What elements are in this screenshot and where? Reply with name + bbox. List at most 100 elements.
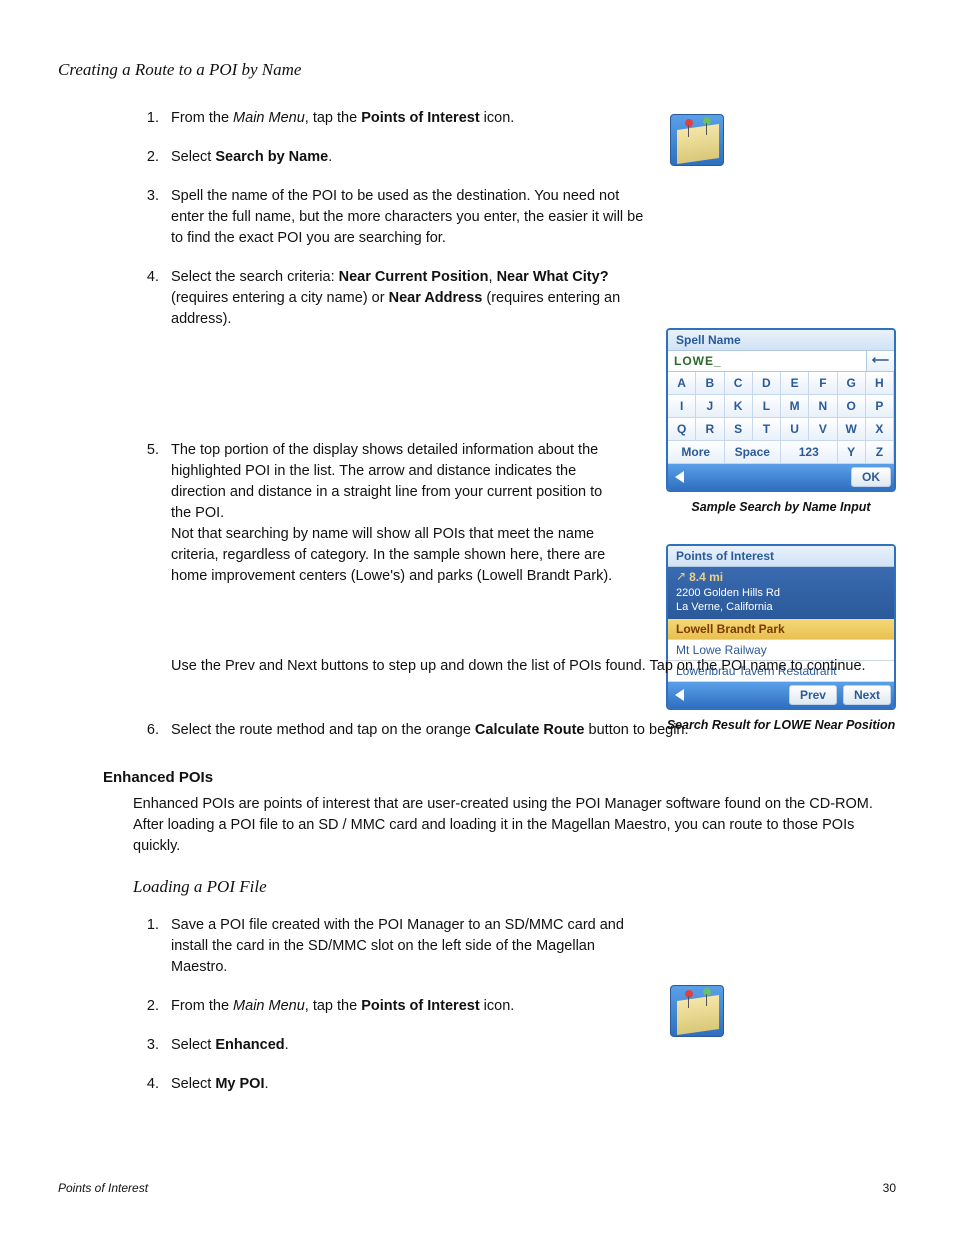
- enhanced-text: Enhanced: [215, 1037, 284, 1053]
- key-w[interactable]: W: [838, 418, 866, 441]
- calculate-route-text: Calculate Route: [475, 722, 585, 738]
- prev-button[interactable]: Prev: [789, 685, 837, 705]
- text: Select the search criteria:: [171, 269, 339, 285]
- step-1: From the Main Menu, tap the Points of In…: [163, 108, 646, 129]
- text: button to begin.: [585, 722, 689, 738]
- right-column-3: [666, 915, 896, 1113]
- poi-text: Points of Interest: [361, 998, 479, 1014]
- keyboard-input-row: LOWE_ ⟵: [668, 351, 894, 372]
- step-b3: Select Enhanced.: [163, 1035, 646, 1056]
- key-c[interactable]: C: [725, 372, 753, 395]
- step-5-continuation: Use the Prev and Next buttons to step up…: [171, 656, 896, 677]
- poi-icon: [670, 114, 724, 166]
- step-6-block: Select the route method and tap on the o…: [58, 720, 896, 759]
- key-a[interactable]: A: [668, 372, 696, 395]
- near-address-text: Near Address: [389, 290, 483, 306]
- keyboard-row-2: I J K L M N O P: [668, 395, 894, 418]
- keyboard-row-4: More Space 123 Y Z: [668, 441, 894, 464]
- step-b1: Save a POI file created with the POI Man…: [163, 915, 646, 978]
- key-t[interactable]: T: [753, 418, 781, 441]
- keyboard-bottom-bar: OK: [668, 464, 894, 490]
- text: Select: [171, 1076, 215, 1092]
- keyboard-row-1: A B C D E F G H: [668, 372, 894, 395]
- backspace-button[interactable]: ⟵: [866, 351, 894, 371]
- key-q[interactable]: Q: [668, 418, 696, 441]
- key-p[interactable]: P: [866, 395, 894, 418]
- enhanced-section: Enhanced POIs Enhanced POIs are points o…: [58, 759, 896, 1113]
- direction-arrow-icon: [676, 571, 686, 581]
- results-widget: Points of Interest 8.4 mi 2200 Golden Hi…: [666, 544, 896, 710]
- key-u[interactable]: U: [781, 418, 809, 441]
- text: .: [285, 1037, 289, 1053]
- key-k[interactable]: K: [725, 395, 753, 418]
- page-footer: Points of Interest 30: [58, 1181, 896, 1195]
- text: , tap the: [305, 110, 361, 126]
- footer-section-name: Points of Interest: [58, 1181, 148, 1195]
- poi-icon: [670, 985, 724, 1037]
- keyboard-title: Spell Name: [668, 330, 894, 351]
- content-row-1: From the Main Menu, tap the Points of In…: [58, 108, 896, 348]
- left-column-3: Save a POI file created with the POI Man…: [58, 915, 646, 1113]
- text: .: [328, 149, 332, 165]
- keyboard-input[interactable]: LOWE_: [668, 351, 866, 371]
- step-6: Select the route method and tap on the o…: [163, 720, 896, 741]
- poi-text: Points of Interest: [361, 110, 479, 126]
- results-info: 8.4 mi 2200 Golden Hills Rd La Verne, Ca…: [668, 567, 894, 619]
- step-list-1: From the Main Menu, tap the Points of In…: [58, 108, 646, 330]
- main-menu-text: Main Menu: [233, 110, 305, 126]
- key-h[interactable]: H: [866, 372, 894, 395]
- step-list-6: Select the route method and tap on the o…: [58, 720, 896, 741]
- key-s[interactable]: S: [725, 418, 753, 441]
- step-b4: Select My POI.: [163, 1074, 646, 1095]
- search-by-name-text: Search by Name: [215, 149, 328, 165]
- section-heading-1: Creating a Route to a POI by Name: [58, 60, 896, 80]
- content-row-3: Save a POI file created with the POI Man…: [58, 915, 896, 1113]
- step-list-5: The top portion of the display shows det…: [58, 440, 618, 587]
- key-n[interactable]: N: [809, 395, 837, 418]
- key-r[interactable]: R: [696, 418, 724, 441]
- text: ,: [489, 269, 497, 285]
- step-list-2: Save a POI file created with the POI Man…: [58, 915, 646, 1095]
- text: , tap the: [305, 998, 361, 1014]
- results-addr2: La Verne, California: [676, 601, 773, 613]
- key-m[interactable]: M: [781, 395, 809, 418]
- text: Select the route method and tap on the o…: [171, 722, 475, 738]
- step-4: Select the search criteria: Near Current…: [163, 267, 646, 330]
- key-b[interactable]: B: [696, 372, 724, 395]
- key-v[interactable]: V: [809, 418, 837, 441]
- key-123[interactable]: 123: [781, 441, 838, 464]
- key-z[interactable]: Z: [866, 441, 894, 464]
- back-arrow-icon[interactable]: [675, 689, 684, 701]
- key-j[interactable]: J: [696, 395, 724, 418]
- right-column: [666, 108, 896, 348]
- loading-heading: Loading a POI File: [133, 877, 896, 897]
- text: Select: [171, 1037, 215, 1053]
- key-y[interactable]: Y: [838, 441, 866, 464]
- next-button[interactable]: Next: [843, 685, 891, 705]
- text: From the: [171, 110, 233, 126]
- step-b2: From the Main Menu, tap the Points of In…: [163, 996, 646, 1017]
- key-e[interactable]: E: [781, 372, 809, 395]
- text: icon.: [480, 998, 515, 1014]
- keyboard-caption: Sample Search by Name Input: [666, 500, 896, 514]
- key-i[interactable]: I: [668, 395, 696, 418]
- step-5-block: The top portion of the display shows det…: [58, 440, 618, 605]
- step-2: Select Search by Name.: [163, 147, 646, 168]
- key-space[interactable]: Space: [725, 441, 782, 464]
- key-f[interactable]: F: [809, 372, 837, 395]
- key-more[interactable]: More: [668, 441, 725, 464]
- key-d[interactable]: D: [753, 372, 781, 395]
- key-l[interactable]: L: [753, 395, 781, 418]
- text: From the: [171, 998, 233, 1014]
- keyboard-row-3: Q R S T U V W X: [668, 418, 894, 441]
- results-bottom-bar: Prev Next: [668, 682, 894, 708]
- key-o[interactable]: O: [838, 395, 866, 418]
- back-arrow-icon[interactable]: [675, 471, 684, 483]
- page-number: 30: [883, 1181, 896, 1195]
- key-x[interactable]: X: [866, 418, 894, 441]
- key-g[interactable]: G: [838, 372, 866, 395]
- result-item-selected[interactable]: Lowell Brandt Park: [668, 619, 894, 640]
- enhanced-intro: Enhanced POIs are points of interest tha…: [133, 794, 896, 857]
- ok-button[interactable]: OK: [851, 467, 891, 487]
- keyboard-widget: Spell Name LOWE_ ⟵ A B C D E F G H I J K…: [666, 328, 896, 492]
